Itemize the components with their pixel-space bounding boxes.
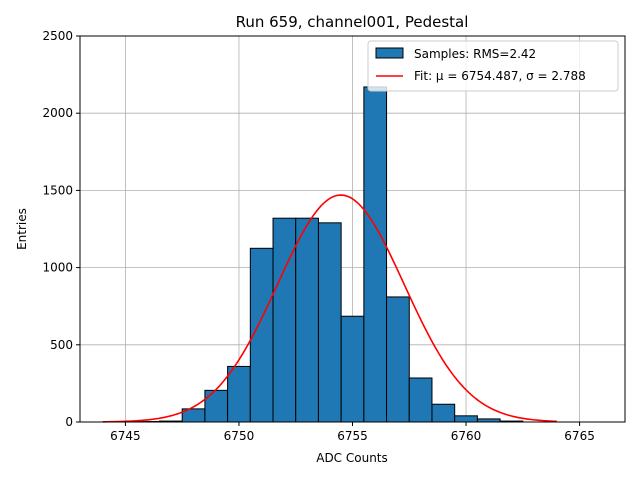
legend-histogram-swatch <box>375 47 404 59</box>
y-tick-label: 1500 <box>42 183 73 197</box>
histogram-bar <box>386 296 410 423</box>
legend-histogram-label: Samples: RMS=2.42 <box>414 47 536 61</box>
histogram-bar <box>408 377 433 423</box>
histogram-bar <box>431 403 456 423</box>
x-tick-label: 6750 <box>224 429 255 443</box>
x-tick-label: 6765 <box>564 429 595 443</box>
y-axis-ticks: 0 500 1000 1500 2000 2500 <box>42 29 80 429</box>
x-tick-label: 6745 <box>110 429 141 443</box>
histogram-bar <box>363 86 388 423</box>
y-tick-label: 500 <box>50 338 73 352</box>
histogram-bar <box>227 365 251 423</box>
y-tick-label: 0 <box>65 415 73 429</box>
y-tick-label: 2500 <box>42 29 73 43</box>
y-axis-label: Entries <box>15 208 29 250</box>
histogram-bar <box>454 415 478 423</box>
histogram-bar <box>295 217 319 423</box>
x-tick-label: 6755 <box>337 429 368 443</box>
x-axis-label: ADC Counts <box>316 451 388 465</box>
histogram-bar <box>272 217 297 423</box>
y-tick-label: 1000 <box>42 261 73 275</box>
histogram-bar <box>340 315 365 423</box>
histogram-bar <box>317 222 342 423</box>
legend-box <box>367 40 619 92</box>
y-tick-label: 2000 <box>42 106 73 120</box>
chart-title: Run 659, channel001, Pedestal <box>236 13 469 31</box>
x-axis-ticks: 6745 6750 6755 6760 6765 <box>110 422 595 443</box>
legend: Samples: RMS=2.42 Fit: μ = 6754.487, σ =… <box>367 40 619 92</box>
x-tick-label: 6760 <box>451 429 482 443</box>
histogram-bar <box>204 389 229 423</box>
legend-fit-label: Fit: μ = 6754.487, σ = 2.788 <box>414 69 586 83</box>
fit-curve <box>102 194 557 423</box>
